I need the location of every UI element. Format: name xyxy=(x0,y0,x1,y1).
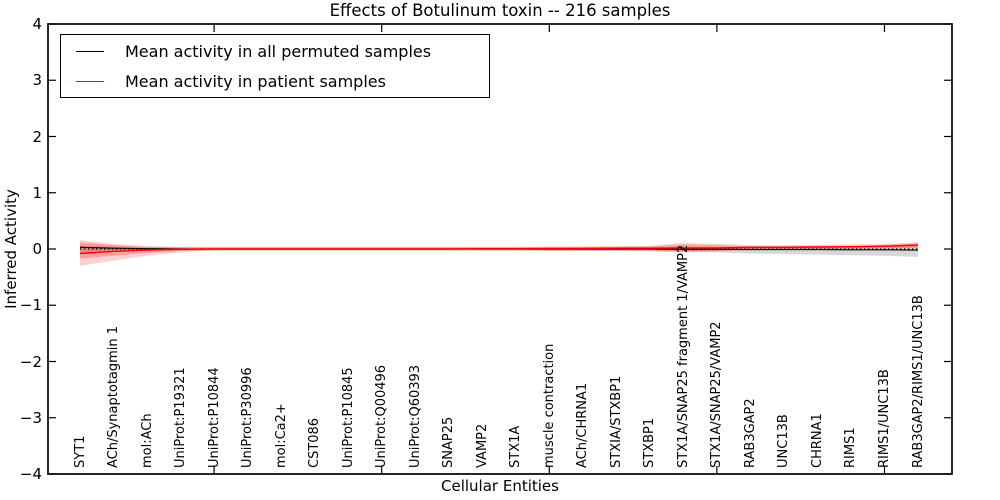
patient-samples-inner-band xyxy=(80,242,918,259)
x-category-label: mol:ACh xyxy=(139,413,155,468)
x-axis-title: Cellular Entities xyxy=(441,477,559,495)
y-tick-label: 3 xyxy=(32,71,42,90)
patient-samples-outer-band xyxy=(80,240,918,266)
x-category-label: RIMS1/UNC13B xyxy=(876,369,892,468)
legend-label-permuted: Mean activity in all permuted samples xyxy=(125,41,432,61)
y-tick-label: 1 xyxy=(32,183,42,202)
y-tick-label: 4 xyxy=(32,15,42,33)
legend: Mean activity in all permuted samples Me… xyxy=(60,34,490,98)
x-category-label: UniProt:Q00496 xyxy=(374,364,390,468)
y-tick-label: −1 xyxy=(19,296,42,315)
x-category-label: STX1A/SNAP25 fragment 1/VAMP2 xyxy=(675,244,691,468)
x-category-label: UniProt:P10844 xyxy=(206,367,222,468)
x-category-label: CST086 xyxy=(307,417,323,468)
y-tick-label: 2 xyxy=(32,127,42,146)
x-category-label: UNC13B xyxy=(776,414,792,468)
red-line-sample-icon xyxy=(76,80,104,82)
x-category-label: SNAP25 xyxy=(441,416,457,468)
x-category-label: ACh/CHRNA1 xyxy=(575,382,591,468)
patient-mean-line xyxy=(79,244,919,255)
x-category-label: STX1A/SNAP25/VAMP2 xyxy=(709,321,725,468)
x-category-label: VAMP2 xyxy=(474,423,490,468)
x-category-label: UniProt:P19321 xyxy=(173,367,189,468)
y-tick-label: 0 xyxy=(32,240,42,258)
x-category-label: CHRNA1 xyxy=(809,413,825,468)
y-tick-label: −4 xyxy=(19,465,42,483)
legend-item-permuted: Mean activity in all permuted samples xyxy=(61,37,489,65)
x-category-label: UniProt:Q60393 xyxy=(407,364,423,468)
x-category-label: UniProt:P10845 xyxy=(340,367,356,468)
legend-item-patient: Mean activity in patient samples xyxy=(61,67,489,95)
x-category-label: RAB3GAP2 xyxy=(742,398,758,468)
x-category-label: mol:Ca2+ xyxy=(273,403,289,468)
x-category-label: UniProt:P30996 xyxy=(240,367,256,468)
y-tick-label: −2 xyxy=(19,352,42,371)
x-category-label: STXIA/STXBP1 xyxy=(608,375,624,468)
legend-label-patient: Mean activity in patient samples xyxy=(125,71,386,91)
x-category-label: STX1A xyxy=(508,425,524,468)
x-category-label: ACh/Synaptotagmin 1 xyxy=(106,325,122,468)
x-category-label: RIMS1 xyxy=(843,427,859,468)
x-category-label: muscle contraction xyxy=(541,343,557,468)
x-category-label: STXBP1 xyxy=(642,417,658,468)
y-tick-label: −3 xyxy=(19,408,42,427)
black-line-sample-icon xyxy=(76,50,104,52)
chart-title: Effects of Botulinum toxin -- 216 sample… xyxy=(329,1,671,20)
x-category-label: SYT1 xyxy=(72,435,88,468)
x-category-label: RAB3GAP2/RIMS1/UNC13B xyxy=(910,295,926,468)
